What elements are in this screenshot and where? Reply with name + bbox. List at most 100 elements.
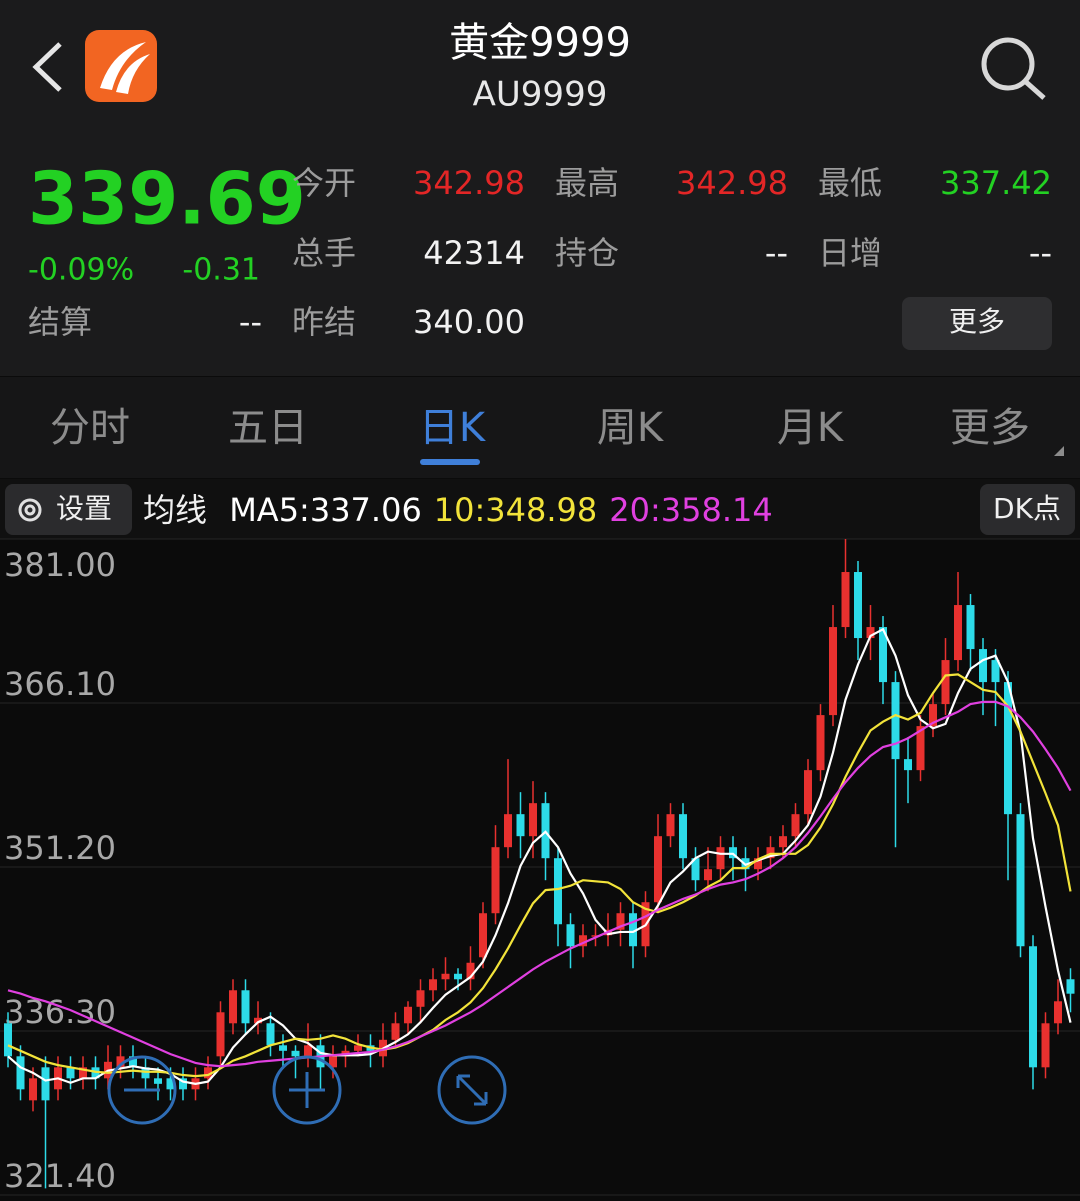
change: -0.31 <box>182 253 260 288</box>
candle-body <box>291 1050 300 1057</box>
change-pct: -0.09% <box>28 253 134 288</box>
overlay-button[interactable] <box>437 1055 507 1125</box>
tab[interactable]: 日K <box>419 405 487 451</box>
candle-body <box>354 1045 362 1051</box>
candle-body <box>129 1056 137 1068</box>
candle-body <box>666 814 675 837</box>
candle-body <box>441 973 450 980</box>
candle-body <box>866 627 875 639</box>
active-tab-indicator <box>420 459 480 465</box>
field-label: 日增 <box>818 234 882 272</box>
ma-label: 均线 <box>143 491 207 529</box>
app-logo <box>85 30 157 102</box>
candle-body <box>954 605 962 661</box>
ma-line <box>7 627 1072 1085</box>
candle-body <box>241 990 250 1024</box>
settings-label[interactable]: 设置 <box>56 492 112 525</box>
tab[interactable]: 周K <box>597 405 665 451</box>
candle-body <box>1054 1001 1062 1024</box>
field-label: 最高 <box>555 164 619 202</box>
field-value: 337.42 <box>940 164 1052 202</box>
candle-body <box>716 847 725 870</box>
candle-body <box>254 1017 262 1024</box>
tabs: 分时 五日 日K 周K 月K 更多 <box>50 405 1030 451</box>
ma-line <box>7 700 1072 1068</box>
toolbar-bg <box>0 479 1080 539</box>
candle-body <box>279 1045 287 1051</box>
search-button[interactable] <box>981 37 1046 100</box>
candle-body <box>729 847 737 859</box>
candle-body <box>266 1023 275 1046</box>
candle-body <box>216 1012 225 1057</box>
last-price: 339.69 <box>28 157 306 241</box>
candle-body <box>554 858 562 925</box>
candle-body <box>391 1023 400 1040</box>
candle-body <box>766 847 775 859</box>
y-tick-label: 321.40 <box>4 1157 116 1195</box>
overlay-button[interactable] <box>272 1055 342 1125</box>
page-title: 黄金9999 <box>449 20 631 66</box>
dk-button-label[interactable]: DK点 <box>993 492 1061 525</box>
overlay-button[interactable] <box>107 1055 177 1125</box>
candle-body <box>966 605 975 650</box>
field-label: 最低 <box>818 164 882 202</box>
candle-body <box>329 1056 337 1068</box>
candle-body <box>416 990 425 1007</box>
tab[interactable]: 五日 <box>228 405 308 451</box>
settings-button[interactable] <box>5 484 132 535</box>
candle-body <box>629 913 637 947</box>
candle-body <box>941 660 950 705</box>
dk-button[interactable] <box>980 484 1075 535</box>
candle-body <box>229 990 237 1024</box>
candle-body <box>1029 946 1037 1068</box>
tab[interactable]: 更多 <box>950 405 1030 451</box>
field-value: 342.98 <box>676 164 788 202</box>
legend-entry: 20:358.14 <box>609 491 772 529</box>
tabs-bg <box>0 377 1080 478</box>
candle-body <box>66 1067 75 1079</box>
candle-body <box>4 1023 12 1057</box>
field-value: 42314 <box>423 234 525 272</box>
tab[interactable]: 月K <box>777 405 845 451</box>
candle-body <box>491 847 500 914</box>
candle-body <box>504 814 512 848</box>
field-value: -- <box>765 234 788 272</box>
candle-body <box>116 1056 125 1068</box>
candle-body <box>704 869 712 881</box>
y-tick-label: 336.30 <box>4 993 116 1031</box>
candle-body <box>304 1045 312 1057</box>
candle-body <box>979 649 987 683</box>
candle-body <box>1041 1023 1050 1068</box>
candle-body <box>529 803 537 837</box>
more-button-label[interactable]: 更多 <box>949 305 1005 338</box>
field-label: 昨结 <box>292 303 356 341</box>
page-subtitle: AU9999 <box>473 75 608 115</box>
field-label: 持仓 <box>555 234 619 272</box>
candle-body <box>816 715 825 771</box>
candle-body <box>991 660 1000 683</box>
candle-body <box>29 1078 37 1101</box>
chart-overlay-buttons <box>107 1055 507 1125</box>
candle-body <box>566 924 575 947</box>
candle-body <box>1016 814 1025 947</box>
ma-line <box>7 673 1072 1078</box>
tab-dropdown-arrow <box>1054 446 1064 456</box>
candle-body <box>679 814 687 859</box>
more-button[interactable] <box>902 297 1052 350</box>
field-value: -- <box>1029 234 1052 272</box>
ma-legend: 均线 MA5:337.06 10:348.98 20:358.14 <box>143 491 773 529</box>
tab[interactable]: 分时 <box>50 405 130 451</box>
candle-body <box>929 704 937 727</box>
candle-body <box>579 935 587 947</box>
legend-entry: 10:348.98 <box>434 491 597 529</box>
candle-body <box>616 913 625 930</box>
candle-body <box>466 962 475 980</box>
candle-body <box>41 1067 50 1101</box>
field-value: 340.00 <box>413 303 525 341</box>
candle-body <box>779 836 787 848</box>
candle-body <box>829 627 837 716</box>
legend-entry: MA5:337.06 <box>229 491 422 529</box>
candle-body <box>479 913 487 958</box>
back-button[interactable] <box>32 42 62 92</box>
candle-body <box>904 759 912 771</box>
